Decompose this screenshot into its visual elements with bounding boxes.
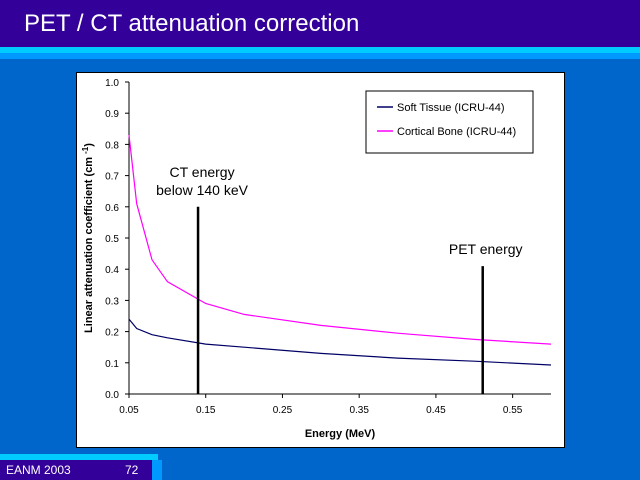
- x-tick-label: 0.05: [119, 405, 139, 416]
- x-axis-label: Energy (MeV): [305, 428, 376, 440]
- y-tick-label: 0.3: [105, 296, 119, 307]
- chart-container: 0.0 0.1 0.2 0.3 0.4 0.5 0.6 0.7 0.8 0.9 1.0 0.05 0.1…: [76, 72, 565, 448]
- x-tick-label: 0.15: [196, 405, 216, 416]
- footer-page-number: 72: [125, 463, 139, 477]
- y-tick-label: 0.4: [105, 265, 119, 276]
- y-axis-label: Linear attenuation coefficient (cm -1): [81, 143, 95, 333]
- x-tick-label: 0.45: [426, 405, 446, 416]
- title-bar: PET / CT attenuation correction: [0, 0, 640, 47]
- series-line-cortical-bone: [128, 134, 552, 345]
- x-tick-label: 0.55: [503, 405, 523, 416]
- legend-label: Soft Tissue (ICRU-44): [397, 102, 505, 114]
- series-line-soft-tissue: [128, 318, 552, 366]
- y-tick-label: 1.0: [105, 78, 119, 89]
- slide-title: PET / CT attenuation correction: [24, 10, 360, 37]
- legend-box: [365, 90, 534, 154]
- annotation-label: CT energy: [169, 164, 234, 180]
- y-tick-label: 0.8: [105, 140, 119, 151]
- y-tick-label: 0.5: [105, 234, 119, 245]
- annotation-label: below 140 keV: [156, 182, 249, 198]
- y-tick-label: 0.1: [105, 359, 119, 370]
- y-tick-label: 0.7: [105, 172, 119, 183]
- x-tick-label: 0.35: [349, 405, 369, 416]
- footer-stripe-mid: [152, 460, 162, 480]
- legend-label: Cortical Bone (ICRU-44): [397, 126, 516, 138]
- footer-conference: EANM 2003: [6, 463, 71, 477]
- y-tick-label: 0.9: [105, 109, 119, 120]
- y-tick-label: 0.2: [105, 328, 119, 339]
- annotation-label: PET energy: [449, 241, 523, 257]
- title-stripe-mid: [0, 53, 640, 59]
- y-tick-label: 0.6: [105, 203, 119, 214]
- x-tick-label: 0.25: [273, 405, 293, 416]
- attenuation-chart: 0.0 0.1 0.2 0.3 0.4 0.5 0.6 0.7 0.8 0.9 1.0 0.05 0.1…: [81, 78, 552, 440]
- title-stripe-light: [0, 47, 640, 53]
- y-tick-label: 0.0: [105, 390, 119, 401]
- footer: EANM 2003 72: [0, 460, 152, 480]
